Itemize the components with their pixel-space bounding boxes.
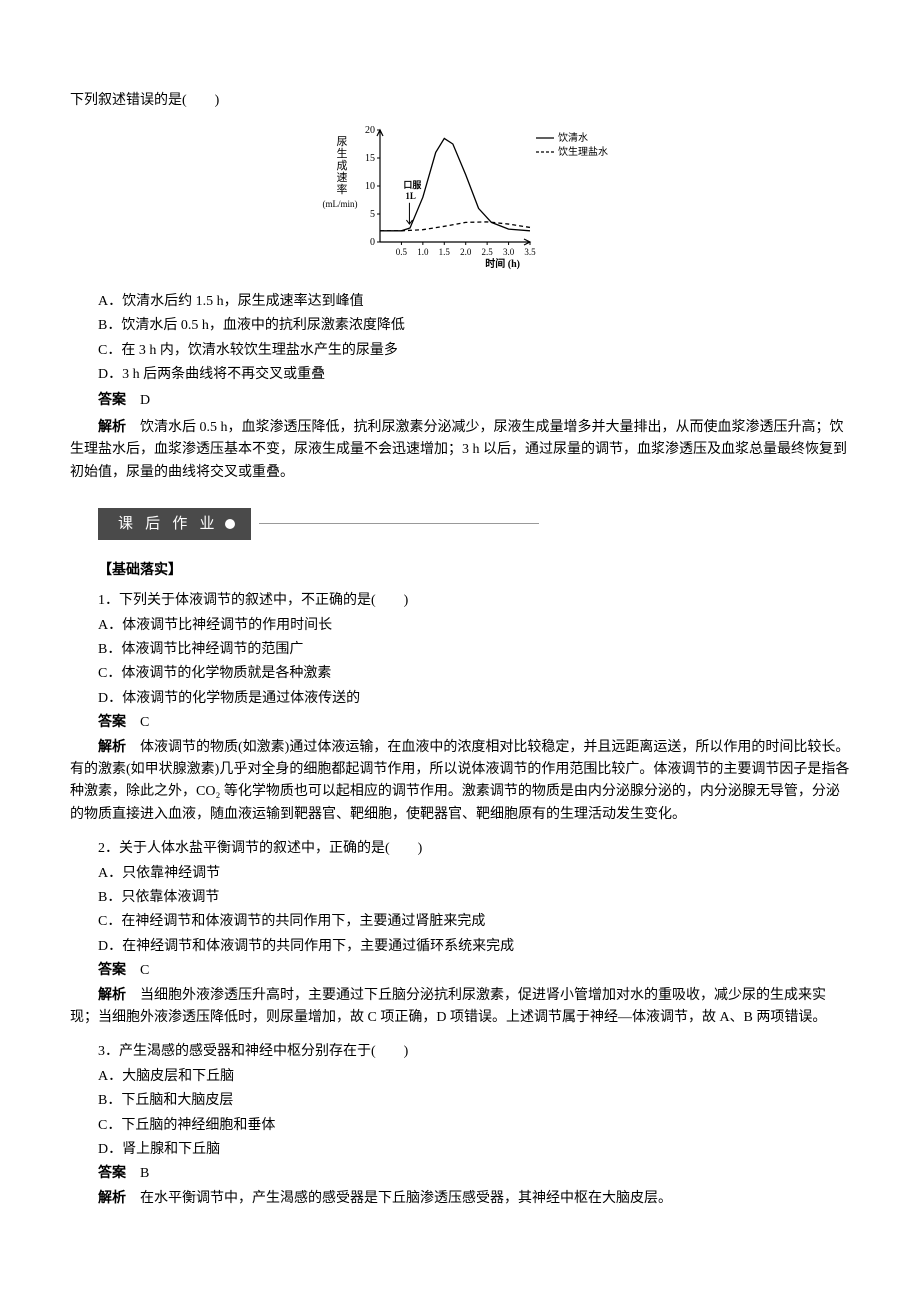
answer-value: C [126, 715, 149, 730]
q2-opt-c: C．在神经调节和体液调节的共同作用下，主要通过肾脏来完成 [98, 911, 850, 933]
q3-opt-c: C．下丘脑的神经细胞和垂体 [98, 1115, 850, 1137]
svg-text:3.0: 3.0 [503, 247, 515, 257]
q2: 2．关于人体水盐平衡调节的叙述中，正确的是( ) A．只依靠神经调节 B．只依靠… [70, 838, 850, 1029]
svg-text:生: 生 [337, 146, 348, 160]
q1-stem: 1．下列关于体液调节的叙述中，不正确的是( ) [70, 590, 850, 612]
answer-value: C [126, 963, 149, 978]
analysis-text: 体液调节的物质(如激素)通过体液运输，在血液中的浓度相对比较稳定，并且远距离运送… [70, 740, 849, 822]
svg-text:尿: 尿 [337, 135, 348, 148]
svg-text:(mL/min): (mL/min) [323, 199, 358, 209]
analysis-label: 解析 [98, 1191, 126, 1206]
svg-text:1L: 1L [405, 192, 416, 202]
q3-analysis: 解析 在水平衡调节中，产生渴感的感受器是下丘脑渗透压感受器，其神经中枢在大脑皮层… [70, 1188, 850, 1210]
top-answer: 答案 D [98, 390, 850, 412]
svg-text:1.5: 1.5 [439, 247, 451, 257]
q3-opt-a: A．大脑皮层和下丘脑 [98, 1066, 850, 1088]
svg-text:成: 成 [337, 159, 348, 172]
q3-opt-d: D．肾上腺和下丘脑 [98, 1139, 850, 1161]
svg-text:速: 速 [337, 171, 348, 184]
q2-opt-a: A．只依靠神经调节 [98, 863, 850, 885]
q1-opt-a: A．体液调节比神经调节的作用时间长 [98, 615, 850, 637]
svg-text:0: 0 [370, 237, 375, 248]
q1-answer: 答案 C [98, 712, 850, 734]
svg-text:饮生理盐水: 饮生理盐水 [558, 145, 608, 158]
section-header: 课 后 作 业 [98, 508, 850, 540]
urine-chart: 0 5 10 15 20 0.5 1.0 1.5 2.0 2.5 3.0 3.5 尿生成速率 (mL/mi… [70, 120, 850, 278]
svg-text:率: 率 [337, 182, 348, 196]
svg-text:饮清水: 饮清水 [558, 131, 588, 144]
svg-text:1.0: 1.0 [417, 247, 429, 257]
section-badge: 课 后 作 业 [98, 508, 251, 540]
section-line [259, 523, 539, 524]
q1-opt-d: D．体液调节的化学物质是通过体液传送的 [98, 688, 850, 710]
top-opt-a: A．饮清水后约 1.5 h，尿生成速率达到峰值 [98, 291, 850, 313]
q3: 3．产生渴感的感受器和神经中枢分别存在于( ) A．大脑皮层和下丘脑 B．下丘脑… [70, 1041, 850, 1210]
svg-text:20: 20 [365, 125, 375, 136]
top-opt-b: B．饮清水后 0.5 h，血液中的抗利尿激素浓度降低 [98, 315, 850, 337]
svg-text:3.5: 3.5 [524, 247, 536, 257]
svg-text:时间 (h): 时间 (h) [485, 257, 520, 270]
answer-label: 答案 [98, 393, 126, 408]
q2-analysis: 解析 当细胞外液渗透压升高时，主要通过下丘脑分泌抗利尿激素，促进肾小管增加对水的… [70, 985, 850, 1030]
top-analysis: 解析 饮清水后 0.5 h，血浆渗透压降低，抗利尿激素分泌减少，尿液生成量增多并… [70, 417, 850, 484]
svg-text:2.5: 2.5 [482, 247, 494, 257]
analysis-label: 解析 [98, 988, 126, 1003]
top-stem: 下列叙述错误的是( ) [70, 90, 850, 112]
q3-stem: 3．产生渴感的感受器和神经中枢分别存在于( ) [70, 1041, 850, 1063]
q1-opt-c: C．体液调节的化学物质就是各种激素 [98, 663, 850, 685]
svg-text:10: 10 [365, 181, 375, 192]
basics-header: 【基础落实】 [98, 560, 850, 582]
svg-text:0.5: 0.5 [396, 247, 408, 257]
answer-label: 答案 [98, 963, 126, 978]
analysis-text: 当细胞外液渗透压升高时，主要通过下丘脑分泌抗利尿激素，促进肾小管增加对水的重吸收… [70, 988, 826, 1025]
top-opt-d: D．3 h 后两条曲线将不再交叉或重叠 [98, 364, 850, 386]
answer-value: B [126, 1166, 149, 1181]
answer-label: 答案 [98, 715, 126, 730]
section-badge-text: 课 后 作 业 [118, 512, 219, 536]
q1: 1．下列关于体液调节的叙述中，不正确的是( ) A．体液调节比神经调节的作用时间… [70, 590, 850, 826]
top-options: A．饮清水后约 1.5 h，尿生成速率达到峰值 B．饮清水后 0.5 h，血液中… [98, 291, 850, 387]
answer-value: D [126, 393, 150, 408]
svg-text:15: 15 [365, 153, 375, 164]
dot-icon [225, 519, 235, 529]
svg-text:口服: 口服 [403, 180, 422, 190]
answer-label: 答案 [98, 1166, 126, 1181]
q2-answer: 答案 C [98, 960, 850, 982]
svg-text:5: 5 [370, 209, 375, 220]
q2-opt-d: D．在神经调节和体液调节的共同作用下，主要通过循环系统来完成 [98, 936, 850, 958]
analysis-text: 饮清水后 0.5 h，血浆渗透压降低，抗利尿激素分泌减少，尿液生成量增多并大量排… [70, 420, 847, 480]
q2-stem: 2．关于人体水盐平衡调节的叙述中，正确的是( ) [70, 838, 850, 860]
analysis-label: 解析 [98, 420, 126, 435]
q3-answer: 答案 B [98, 1163, 850, 1185]
svg-text:2.0: 2.0 [460, 247, 472, 257]
q1-opt-b: B．体液调节比神经调节的范围广 [98, 639, 850, 661]
top-opt-c: C．在 3 h 内，饮清水较饮生理盐水产生的尿量多 [98, 340, 850, 362]
q2-opt-b: B．只依靠体液调节 [98, 887, 850, 909]
analysis-text: 在水平衡调节中，产生渴感的感受器是下丘脑渗透压感受器，其神经中枢在大脑皮层。 [126, 1191, 672, 1206]
q1-analysis: 解析 体液调节的物质(如激素)通过体液运输，在血液中的浓度相对比较稳定，并且远距… [70, 737, 850, 827]
analysis-label: 解析 [98, 740, 126, 755]
q3-opt-b: B．下丘脑和大脑皮层 [98, 1090, 850, 1112]
